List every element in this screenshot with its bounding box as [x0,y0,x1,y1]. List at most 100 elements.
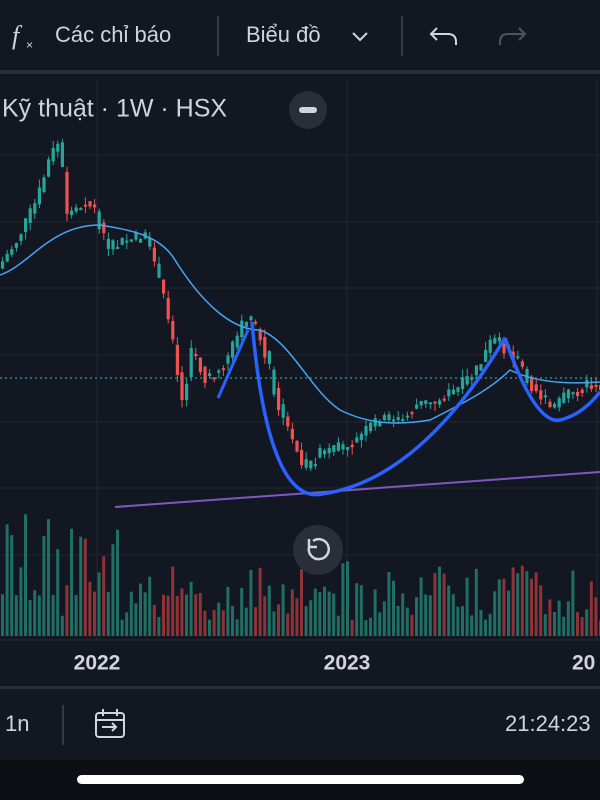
volume-bar [327,591,331,636]
volume-bar [571,570,575,636]
volume-bar [304,606,308,636]
candle-body [562,392,566,403]
range-button[interactable]: 1n [5,711,29,736]
candle-body [332,445,336,452]
candle-body [327,447,331,454]
volume-bar [401,593,405,636]
candle-body [419,400,423,406]
trend-drawing [216,329,250,399]
volume-bar [295,598,299,636]
candle-body [382,415,386,420]
volume-bar [580,617,584,636]
candle-body [479,364,483,371]
candle-body [263,337,267,358]
volume-bar [1,594,4,636]
candle-body [323,450,327,455]
chevron-down[interactable] [352,32,368,42]
candle-body [33,203,37,214]
candle-body [571,392,575,395]
candle-body [488,339,492,353]
candle-body [401,419,405,422]
candle-body [336,442,340,451]
candle-body [14,243,18,248]
candle-body [290,428,294,440]
candle-body [221,368,225,371]
clock: 21:24:23 [505,711,591,736]
redo-button[interactable] [499,27,527,45]
volume-bar [74,594,78,636]
candle-body [594,385,598,387]
candle-body [148,238,152,247]
volume-bar [244,607,248,636]
candle-body [272,369,276,395]
candle-body [585,379,589,388]
volume-bar [336,615,340,636]
volume-bar [10,535,14,636]
volume-bar [254,607,257,636]
volume-bar [70,528,73,636]
fx-icon[interactable]: f [12,21,23,50]
candle-body [189,348,193,377]
candle-body [313,464,317,467]
candle-body [249,316,253,321]
candle-body [162,279,166,294]
candle-body [318,447,322,458]
volume-bar [116,529,119,636]
volume-bar [382,601,386,636]
volume-bar [520,565,524,636]
volume-bar [111,544,115,636]
candle-body [346,447,350,450]
volume-bar [474,568,478,636]
volume-bar [488,613,492,636]
volume-bar [281,584,285,636]
volume-bar [589,581,593,636]
undo-button[interactable] [429,27,457,45]
candle-body [309,460,313,469]
volume-bar [139,583,142,636]
volume-bar [185,594,188,636]
candle-body [267,351,271,364]
candle-body [580,389,584,394]
candle-body [359,433,363,441]
chart-type-button[interactable]: Biểu đồ [246,22,321,47]
volume-bar [102,556,106,636]
date-range-icon[interactable] [95,709,125,738]
volume-bar [456,606,460,636]
volume-bar [19,567,23,636]
volume-bar [162,594,165,636]
volume-bar [290,589,294,636]
volume-bar [442,573,446,636]
candle-body [539,390,543,400]
candle-body [175,344,179,375]
volume-bar [88,581,92,636]
volume-bar [37,595,41,636]
candle-body [102,222,106,234]
volume-bar [267,585,271,636]
candle-body [208,373,212,376]
candle-body [442,398,446,401]
candle-body [97,211,101,230]
reset-chart-button[interactable] [293,525,343,575]
candle-body [51,147,55,162]
volume-bar [502,578,506,636]
candle-body [364,426,368,436]
volume-bar [231,605,234,636]
volume-bar [497,579,501,636]
candle-body [65,171,69,214]
candle-body [534,384,538,392]
volume-bar [433,573,437,636]
volume-bar [106,591,110,636]
candle-body [341,444,345,450]
candle-body [576,392,580,397]
volume-bar [221,610,225,636]
volume-bar [548,599,552,636]
volume-bar [272,611,276,636]
candle-body [171,321,175,340]
volume-bar [323,586,326,636]
candle-body [433,401,437,404]
candle-body [392,419,396,422]
candle-body [235,335,239,348]
chart-header-title: Kỹ thuật · 1W · HSX [2,95,227,123]
indicators-button[interactable]: Các chỉ báo [55,22,171,47]
